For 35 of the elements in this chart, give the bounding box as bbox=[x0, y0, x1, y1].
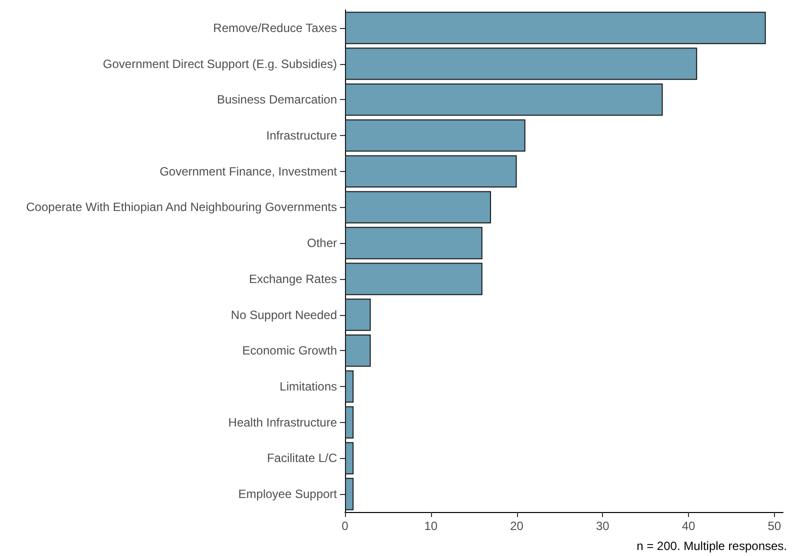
x-tick-label: 40 bbox=[682, 519, 696, 533]
bar bbox=[345, 334, 371, 367]
bar bbox=[345, 48, 698, 80]
y-tick-label: Limitations bbox=[280, 380, 337, 394]
y-tick-label: Government Finance, Investment bbox=[160, 164, 338, 178]
y-tick-label: Business Demarcation bbox=[216, 92, 337, 107]
bar bbox=[345, 226, 482, 260]
bar bbox=[345, 478, 354, 510]
bar bbox=[345, 12, 766, 44]
bar bbox=[345, 191, 491, 224]
bar bbox=[345, 119, 526, 152]
bar bbox=[345, 84, 663, 116]
y-tick-label: Exchange Rates bbox=[248, 272, 337, 286]
y-tick-label: Other bbox=[306, 236, 337, 250]
y-tick-label: Health Infrastructure bbox=[228, 415, 338, 430]
y-tick-label: Infrastructure bbox=[266, 128, 338, 142]
bar bbox=[345, 442, 354, 474]
y-tick-label: Remove/Reduce Taxes bbox=[213, 20, 337, 35]
y-tick-label: Economic Growth bbox=[242, 344, 337, 358]
text: n = 200. Multiple responses. bbox=[636, 539, 787, 553]
y-tick-label: Cooperate With Ethiopian And Neighbouring Governments bbox=[26, 200, 337, 214]
x-tick-label: 0 bbox=[342, 519, 349, 533]
bar bbox=[345, 262, 482, 296]
y-tick-label: Government Direct Support (E.g. Subsidies) bbox=[102, 56, 337, 71]
y-tick-label: Employee Support bbox=[238, 487, 338, 502]
bar bbox=[345, 155, 517, 188]
x-tick-label: 20 bbox=[510, 519, 524, 533]
y-tick-label: Facilitate L/C bbox=[266, 451, 338, 466]
y-tick-label: No Support Needed bbox=[230, 308, 337, 322]
bar bbox=[345, 406, 354, 438]
x-tick-label: 10 bbox=[424, 519, 438, 533]
bar bbox=[345, 370, 354, 403]
bar bbox=[345, 298, 371, 331]
x-tick-label: 30 bbox=[596, 519, 610, 533]
x-tick-label: 50 bbox=[768, 519, 782, 533]
